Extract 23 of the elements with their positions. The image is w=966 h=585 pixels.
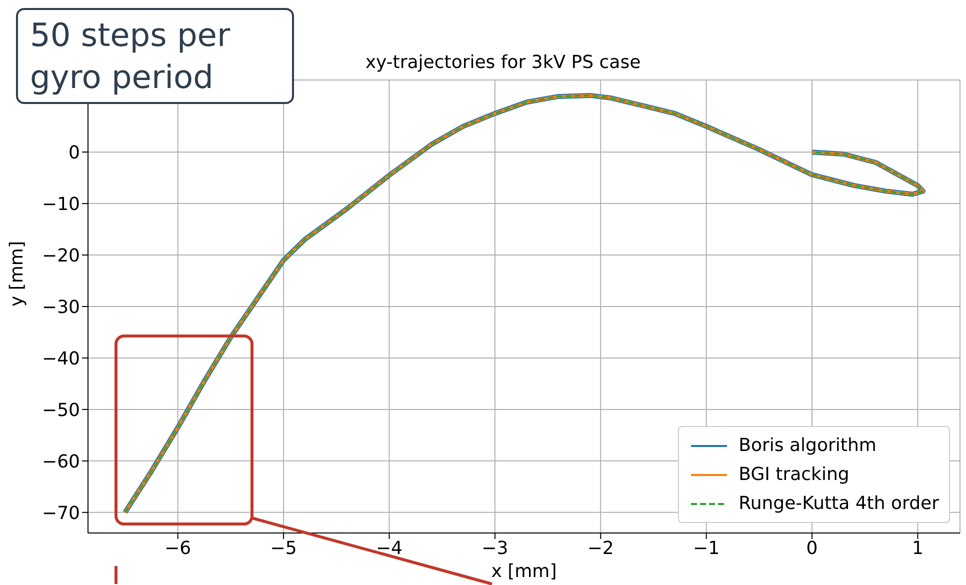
x-tick-label: −1 (693, 538, 720, 559)
x-tick-label: −4 (376, 538, 403, 559)
legend-label: Boris algorithm (738, 435, 876, 456)
chart-title: xy-trajectories for 3kV PS case (365, 52, 641, 73)
y-tick-label: −40 (42, 348, 80, 370)
y-axis-title: y [mm] (6, 241, 28, 306)
y-tick-label: −10 (42, 194, 80, 215)
x-tick-label: −2 (587, 538, 614, 559)
y-tick-label: 0 (68, 142, 80, 164)
y-tick-label: −60 (42, 451, 80, 472)
x-tick-label: −6 (164, 538, 192, 559)
x-axis-title: x [mm] (491, 561, 557, 582)
y-tick-label: −20 (42, 245, 80, 266)
y-tick-label: −70 (42, 502, 80, 524)
legend-label: Runge-Kutta 4th order (738, 493, 939, 514)
x-tick-label: −3 (482, 538, 508, 559)
x-tick-label: 0 (806, 538, 818, 559)
y-tick-label: −30 (42, 296, 80, 318)
y-tick-label: −50 (42, 400, 80, 421)
x-tick-label: 1 (912, 538, 924, 559)
x-tick-label: −5 (270, 538, 297, 559)
annotation: 50 steps per gyro period (16, 8, 294, 104)
legend-label: BGI tracking (738, 464, 850, 485)
